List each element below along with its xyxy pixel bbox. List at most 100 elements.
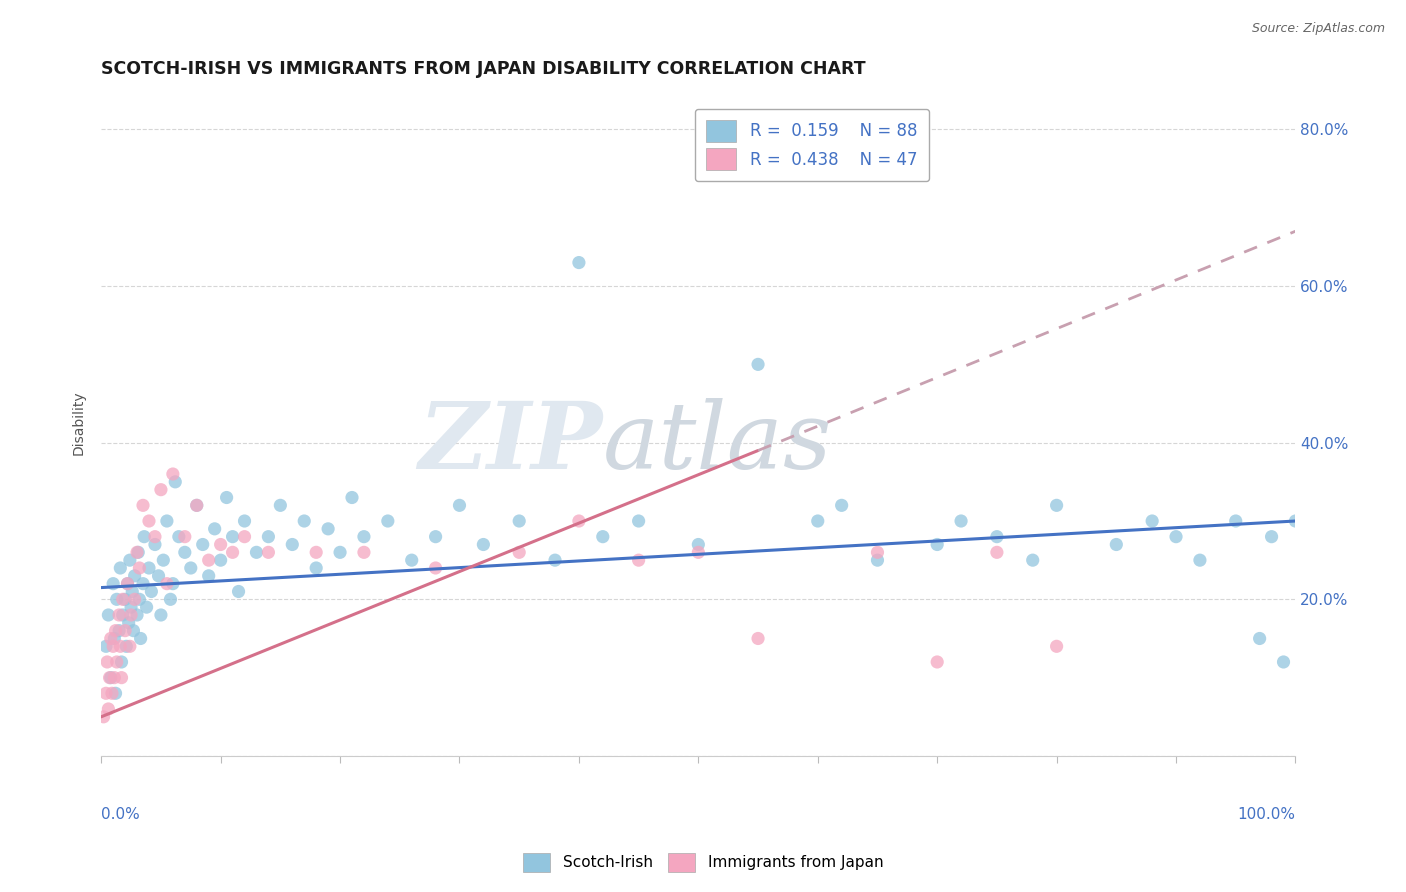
Y-axis label: Disability: Disability xyxy=(72,391,86,456)
Point xyxy=(173,530,195,544)
Point xyxy=(114,592,136,607)
Point xyxy=(807,514,830,528)
Point xyxy=(93,710,115,724)
Point xyxy=(747,632,769,646)
Point xyxy=(149,483,172,497)
Point xyxy=(120,607,142,622)
Point xyxy=(233,514,256,528)
Point xyxy=(1046,640,1069,654)
Point xyxy=(96,655,118,669)
Point xyxy=(115,640,138,654)
Point xyxy=(132,576,155,591)
Text: ZIP: ZIP xyxy=(419,398,603,488)
Point xyxy=(1249,632,1271,646)
Point xyxy=(204,522,226,536)
Point xyxy=(927,537,949,551)
Point xyxy=(101,640,124,654)
Text: 100.0%: 100.0% xyxy=(1237,807,1295,822)
Point xyxy=(162,576,184,591)
Point xyxy=(110,655,132,669)
Point xyxy=(353,545,375,559)
Legend: R =  0.159    N = 88, R =  0.438    N = 47: R = 0.159 N = 88, R = 0.438 N = 47 xyxy=(695,109,929,181)
Point xyxy=(1105,537,1128,551)
Text: atlas: atlas xyxy=(603,398,832,488)
Point xyxy=(568,255,591,269)
Point xyxy=(508,545,530,559)
Point xyxy=(1284,514,1306,528)
Point xyxy=(866,553,889,567)
Point xyxy=(156,576,179,591)
Point xyxy=(110,671,132,685)
Point xyxy=(125,545,148,559)
Point xyxy=(118,640,141,654)
Point xyxy=(124,569,146,583)
Point xyxy=(108,624,131,638)
Point xyxy=(1046,499,1069,513)
Point xyxy=(305,545,328,559)
Point xyxy=(228,584,250,599)
Point xyxy=(281,537,304,551)
Point xyxy=(118,553,141,567)
Point xyxy=(472,537,495,551)
Point xyxy=(269,499,291,513)
Point xyxy=(245,545,267,559)
Point xyxy=(688,537,710,551)
Legend: Scotch-Irish, Immigrants from Japan: Scotch-Irish, Immigrants from Japan xyxy=(515,845,891,880)
Point xyxy=(128,561,150,575)
Point xyxy=(186,499,208,513)
Point xyxy=(143,530,166,544)
Point xyxy=(1260,530,1282,544)
Point xyxy=(927,655,949,669)
Point xyxy=(1272,655,1295,669)
Point xyxy=(120,600,142,615)
Point xyxy=(316,522,339,536)
Point xyxy=(110,561,132,575)
Point xyxy=(377,514,399,528)
Point xyxy=(117,576,139,591)
Point xyxy=(180,561,202,575)
Point xyxy=(1164,530,1187,544)
Point xyxy=(125,607,148,622)
Point xyxy=(141,584,163,599)
Point xyxy=(152,553,174,567)
Point xyxy=(124,592,146,607)
Point xyxy=(340,491,363,505)
Point xyxy=(149,607,172,622)
Point xyxy=(508,514,530,528)
Point xyxy=(128,592,150,607)
Point xyxy=(104,686,127,700)
Point xyxy=(1022,553,1045,567)
Point xyxy=(94,686,117,700)
Point xyxy=(568,514,591,528)
Point xyxy=(425,530,447,544)
Point xyxy=(167,530,190,544)
Point xyxy=(105,655,128,669)
Point xyxy=(101,686,124,700)
Point xyxy=(592,530,614,544)
Point xyxy=(950,514,973,528)
Point xyxy=(353,530,375,544)
Point xyxy=(831,499,853,513)
Point xyxy=(221,545,243,559)
Point xyxy=(105,592,128,607)
Point xyxy=(100,671,122,685)
Point xyxy=(159,592,181,607)
Point xyxy=(401,553,423,567)
Point xyxy=(108,607,131,622)
Point xyxy=(305,561,328,575)
Point xyxy=(117,576,139,591)
Point xyxy=(138,514,160,528)
Point xyxy=(186,499,208,513)
Point xyxy=(129,632,152,646)
Point xyxy=(101,576,124,591)
Point xyxy=(98,671,121,685)
Text: 0.0%: 0.0% xyxy=(101,807,141,822)
Point xyxy=(449,499,471,513)
Point xyxy=(209,553,232,567)
Point xyxy=(104,624,127,638)
Point xyxy=(425,561,447,575)
Point xyxy=(986,545,1008,559)
Point xyxy=(103,671,125,685)
Point xyxy=(747,357,769,371)
Point xyxy=(165,475,187,489)
